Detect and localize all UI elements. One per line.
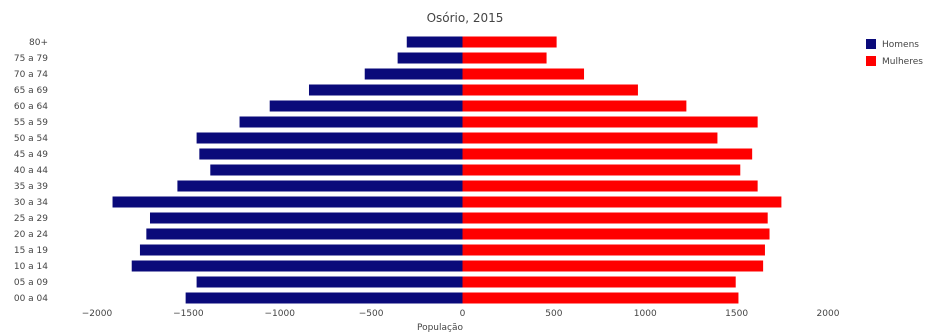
legend[interactable]: Homens Mulheres bbox=[866, 39, 923, 67]
bar-homens-1[interactable] bbox=[397, 52, 463, 64]
x-axis-label: População bbox=[417, 323, 464, 332]
bar-homens-4[interactable] bbox=[269, 100, 463, 112]
bar-homens-3[interactable] bbox=[308, 84, 463, 96]
bar-mulheres-12[interactable] bbox=[462, 228, 770, 240]
bar-homens-14[interactable] bbox=[131, 260, 463, 272]
bar-homens-11[interactable] bbox=[149, 212, 463, 224]
y-tick-label: 50 a 54 bbox=[14, 134, 48, 144]
y-tick-label: 80+ bbox=[29, 38, 48, 48]
bar-mulheres-4[interactable] bbox=[462, 100, 687, 112]
y-tick-label: 00 a 04 bbox=[14, 294, 48, 304]
bar-mulheres-10[interactable] bbox=[462, 196, 782, 208]
bar-mulheres-8[interactable] bbox=[462, 164, 741, 176]
x-tick-label: 1000 bbox=[634, 309, 657, 319]
y-tick-label: 60 a 64 bbox=[14, 102, 48, 112]
y-tick-label: 65 a 69 bbox=[14, 86, 48, 96]
y-tick-label: 20 a 24 bbox=[14, 230, 48, 240]
bar-homens-8[interactable] bbox=[210, 164, 463, 176]
y-tick-label: 55 a 59 bbox=[14, 118, 48, 128]
bar-mulheres-13[interactable] bbox=[462, 244, 765, 256]
bar-mulheres-9[interactable] bbox=[462, 180, 758, 192]
bar-mulheres-7[interactable] bbox=[462, 148, 753, 160]
bar-mulheres-5[interactable] bbox=[462, 116, 758, 128]
bar-mulheres-14[interactable] bbox=[462, 260, 764, 272]
bar-homens-0[interactable] bbox=[406, 36, 463, 48]
legend-label-homens[interactable]: Homens bbox=[882, 40, 919, 50]
x-tick-label: 0 bbox=[460, 309, 466, 319]
y-axis-tick-labels: 80+ 75 a 79 70 a 74 65 a 69 60 a 64 55 a 59 50… bbox=[14, 38, 48, 304]
bar-mulheres-3[interactable] bbox=[462, 84, 638, 96]
y-tick-label: 70 a 74 bbox=[14, 70, 48, 80]
bar-homens-10[interactable] bbox=[112, 196, 463, 208]
x-tick-label: 500 bbox=[545, 309, 562, 319]
x-tick-label: −500 bbox=[359, 309, 384, 319]
bar-homens-13[interactable] bbox=[139, 244, 463, 256]
bar-mulheres-1[interactable] bbox=[462, 52, 547, 64]
x-tick-label: −2000 bbox=[82, 309, 113, 319]
bar-mulheres-16[interactable] bbox=[462, 292, 739, 304]
bar-homens-9[interactable] bbox=[177, 180, 463, 192]
bar-homens-12[interactable] bbox=[146, 228, 463, 240]
y-tick-label: 05 a 09 bbox=[14, 278, 48, 288]
bar-homens-15[interactable] bbox=[196, 276, 463, 288]
bars-layer bbox=[112, 36, 782, 304]
x-axis-tick-labels: −2000 −1500 −1000 −500 0 500 1000 1500 2000 bbox=[82, 309, 840, 319]
chart-title: Osório, 2015 bbox=[427, 11, 504, 25]
bar-mulheres-15[interactable] bbox=[462, 276, 736, 288]
bar-mulheres-2[interactable] bbox=[462, 68, 585, 80]
bar-mulheres-11[interactable] bbox=[462, 212, 768, 224]
bar-homens-5[interactable] bbox=[239, 116, 463, 128]
x-tick-label: −1000 bbox=[265, 309, 296, 319]
y-tick-label: 30 a 34 bbox=[14, 198, 48, 208]
x-tick-label: 1500 bbox=[725, 309, 748, 319]
legend-swatch-mulheres[interactable] bbox=[866, 56, 876, 66]
y-tick-label: 75 a 79 bbox=[14, 54, 48, 64]
bar-homens-16[interactable] bbox=[185, 292, 463, 304]
bar-homens-2[interactable] bbox=[364, 68, 463, 80]
y-tick-label: 25 a 29 bbox=[14, 214, 48, 224]
y-tick-label: 10 a 14 bbox=[14, 262, 48, 272]
legend-swatch-homens[interactable] bbox=[866, 39, 876, 49]
bar-homens-7[interactable] bbox=[199, 148, 463, 160]
y-tick-label: 15 a 19 bbox=[14, 246, 48, 256]
x-tick-label: −1500 bbox=[173, 309, 204, 319]
y-tick-label: 40 a 44 bbox=[14, 166, 48, 176]
x-tick-label: 2000 bbox=[817, 309, 840, 319]
bar-mulheres-0[interactable] bbox=[462, 36, 557, 48]
y-tick-label: 45 a 49 bbox=[14, 150, 48, 160]
bar-mulheres-6[interactable] bbox=[462, 132, 718, 144]
legend-label-mulheres[interactable]: Mulheres bbox=[882, 57, 923, 67]
bar-homens-6[interactable] bbox=[196, 132, 463, 144]
y-tick-label: 35 a 39 bbox=[14, 182, 48, 192]
